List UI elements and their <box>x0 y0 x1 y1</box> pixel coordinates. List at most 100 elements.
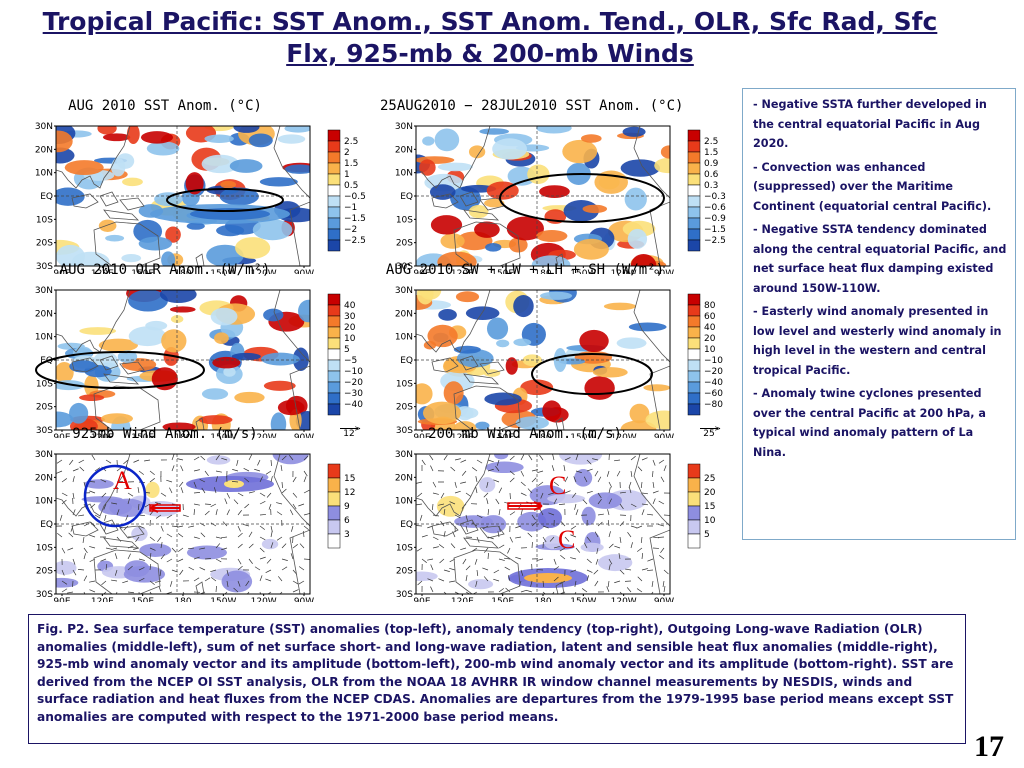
lat-tick-label: 20N <box>395 145 413 155</box>
wind-vector <box>570 525 577 530</box>
wind-vector <box>83 575 88 582</box>
anomaly-contour <box>580 134 602 143</box>
coastline <box>633 126 670 199</box>
wind-vector <box>105 459 112 464</box>
anomaly-contour <box>101 413 133 424</box>
lat-tick-label: 10N <box>35 333 53 343</box>
wind-vector <box>487 508 490 516</box>
anomaly-contour <box>592 367 628 378</box>
wind-vector <box>155 580 162 583</box>
wind-vector <box>430 564 434 571</box>
anomaly-contour <box>579 329 609 353</box>
wind-vector <box>245 580 250 587</box>
wind-vector <box>465 591 471 594</box>
wind-vector <box>127 492 134 497</box>
coastline <box>463 209 500 221</box>
wind-vector <box>614 580 621 584</box>
wind-vector <box>193 491 201 494</box>
anomaly-contour <box>416 571 438 582</box>
annotation-letter-a: A <box>113 466 132 495</box>
anomaly-contour <box>573 238 609 260</box>
coastline <box>195 253 205 266</box>
anomaly-contour <box>513 338 532 347</box>
wind-vector <box>303 525 309 531</box>
coastline <box>459 355 479 371</box>
wind-vector <box>210 569 217 572</box>
wind-vector <box>116 467 122 472</box>
coastline <box>93 385 161 430</box>
coastline <box>289 365 310 430</box>
anomaly-contour <box>210 307 238 326</box>
wind-vector <box>149 553 152 560</box>
highlight-oval <box>531 353 653 395</box>
wind-vector <box>138 577 145 582</box>
wind-vector <box>289 509 294 516</box>
wind-vector <box>193 456 200 461</box>
reference-vector-label: 12 <box>343 429 355 439</box>
colorbar-swatch <box>687 326 701 339</box>
wind-vector <box>221 536 228 539</box>
wind-vector <box>127 591 134 594</box>
wind-vector <box>232 469 239 472</box>
wind-vector <box>270 542 274 549</box>
wind-vector <box>618 553 621 560</box>
wind-vector <box>226 492 231 499</box>
coastline <box>99 191 119 207</box>
anomaly-contour <box>494 454 509 460</box>
wind-vector <box>443 509 446 516</box>
wind-vector <box>465 575 468 582</box>
wind-vector <box>61 492 68 497</box>
anomaly-contour <box>102 133 131 142</box>
panel-title: 25AUG2010 − 28JUL2010 SST Anom. (°C) <box>380 98 684 114</box>
wind-vector <box>204 577 211 582</box>
wind-vector <box>647 513 654 516</box>
wind-vector <box>138 514 146 517</box>
anomaly-contour <box>574 469 593 487</box>
wind-vector <box>465 565 471 571</box>
anomaly-contour <box>416 156 455 164</box>
highlight-oval <box>499 173 665 223</box>
anomaly-contour <box>453 421 477 430</box>
wind-vector <box>292 544 298 549</box>
wind-vector <box>636 525 643 529</box>
colorbar-swatch <box>327 162 341 175</box>
wind-vector <box>149 591 152 594</box>
anomaly-contour <box>542 400 562 421</box>
wind-vector <box>629 487 632 494</box>
wind-vector <box>204 470 209 477</box>
colorbar-label: −2.5 <box>704 236 726 246</box>
wind-vector <box>637 466 643 472</box>
anomaly-contour <box>213 332 229 344</box>
wind-vector <box>570 557 577 560</box>
wind-vector <box>432 503 434 511</box>
coastline <box>649 529 670 594</box>
wind-vector <box>493 578 500 582</box>
colorbar-swatch <box>687 348 701 361</box>
colorbar-swatch <box>327 140 341 153</box>
wind-vector <box>608 498 612 505</box>
wind-vector <box>279 591 283 594</box>
colorbar-label: −0.5 <box>344 192 366 202</box>
coastline <box>431 357 459 373</box>
wind-vector <box>79 466 85 472</box>
anomaly-contour <box>539 185 570 198</box>
colorbar-swatch <box>327 348 341 361</box>
wind-vector <box>627 531 632 538</box>
wind-vector <box>298 566 305 571</box>
wind-vector <box>193 503 200 506</box>
wind-vector <box>103 591 107 594</box>
wind-vector <box>498 544 505 549</box>
anomaly-contour <box>515 416 549 430</box>
colorbar-swatch <box>687 491 701 507</box>
wind-vector <box>597 513 604 516</box>
lat-tick-label: 20N <box>395 309 413 319</box>
lon-tick-label: 120W <box>611 597 637 602</box>
wind-vector <box>526 589 533 593</box>
wind-vector <box>652 498 656 505</box>
lat-tick-label: 20S <box>36 567 53 577</box>
wind-vector <box>215 509 218 516</box>
wind-vector <box>259 492 266 497</box>
wind-vector <box>651 580 654 587</box>
wind-vector <box>89 534 96 538</box>
coastline <box>649 365 670 430</box>
